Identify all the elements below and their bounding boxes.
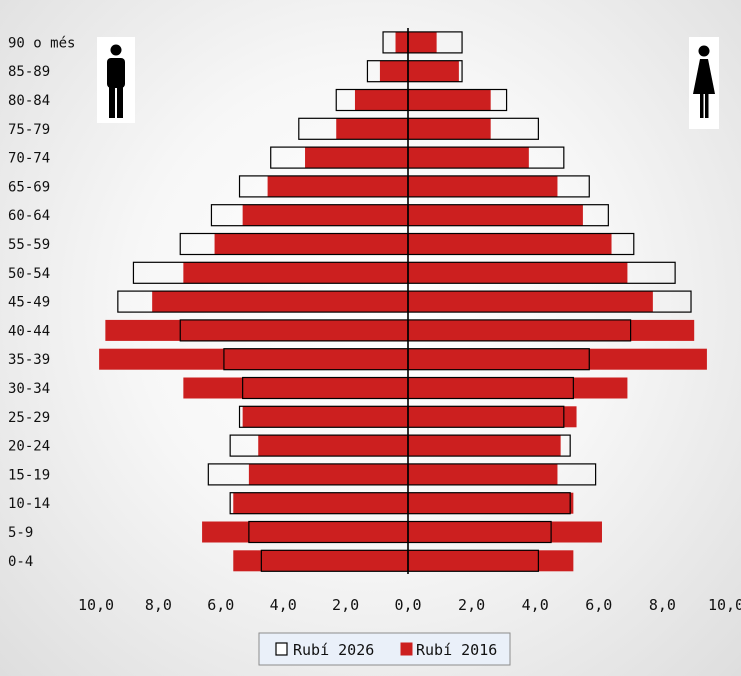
bar-2016-male-5	[267, 175, 408, 197]
category-labels: 90 o més 85-89 80-84 75-79 70-74 65-69 60-64 55…	[8, 35, 75, 569]
bar-2016-female-1	[408, 60, 459, 82]
bar-2016-female-0	[408, 31, 437, 53]
bar-2016-male-6	[242, 204, 408, 226]
male-figure-icon	[97, 37, 135, 123]
bar-2016-female-4	[408, 147, 529, 169]
bar-2016-female-17	[408, 521, 602, 543]
bar-2016-male-3	[336, 118, 408, 140]
x-tick-label-10: 10,0	[708, 596, 741, 614]
category-label-0: 90 o més	[8, 35, 75, 51]
legend: Rubí 2026 Rubí 2016	[258, 632, 511, 666]
category-label-16: 10-14	[8, 496, 50, 512]
bar-2016-male-10	[105, 319, 409, 341]
legend-label-2016: Rubí 2016	[416, 641, 497, 659]
x-tick-label-1: 8,0	[145, 596, 172, 614]
bar-2016-female-9	[408, 291, 653, 313]
x-tick-label-0: 10,0	[78, 596, 114, 614]
bar-2016-male-16	[233, 492, 408, 514]
legend-label-2026: Rubí 2026	[293, 641, 374, 659]
bar-2016-female-2	[408, 89, 491, 111]
bar-2016-female-12	[408, 377, 628, 399]
bar-2016-male-8	[183, 262, 408, 284]
category-label-14: 20-24	[8, 439, 50, 455]
legend-swatch-2016	[400, 642, 413, 656]
bar-2016-female-11	[408, 348, 707, 370]
bar-2016-male-2	[354, 89, 408, 111]
category-label-15: 15-19	[8, 467, 50, 483]
bar-2016-female-14	[408, 435, 561, 457]
bar-2016-female-15	[408, 463, 558, 485]
bar-2016-male-15	[248, 463, 408, 485]
bar-2016-male-1	[379, 60, 408, 82]
x-tick-label-7: 4,0	[522, 596, 549, 614]
bar-2016-male-7	[214, 233, 408, 255]
bar-2016-female-10	[408, 319, 695, 341]
category-label-12: 30-34	[8, 381, 50, 397]
category-label-5: 65-69	[8, 179, 50, 195]
bar-2016-female-16	[408, 492, 574, 514]
category-label-9: 45-49	[8, 295, 50, 311]
bar-2016-male-0	[395, 31, 408, 53]
female-figure-icon	[689, 37, 719, 129]
x-tick-label-3: 4,0	[270, 596, 297, 614]
x-tick-labels: 10,0 8,0 6,0 4,0 2,0 0,0 2,0 4,0 6,0 8,0 10,0	[78, 596, 741, 614]
x-tick-label-2: 6,0	[207, 596, 234, 614]
category-label-8: 50-54	[8, 266, 50, 282]
category-label-7: 55-59	[8, 237, 50, 253]
bar-2016-male-11	[99, 348, 409, 370]
x-tick-label-8: 6,0	[585, 596, 612, 614]
bar-2016-male-12	[183, 377, 408, 399]
category-label-2: 80-84	[8, 93, 50, 109]
category-label-10: 40-44	[8, 323, 50, 339]
bar-2016-male-18	[233, 550, 408, 572]
bar-2016-female-6	[408, 204, 583, 226]
legend-swatch-2026	[275, 642, 288, 656]
category-label-3: 75-79	[8, 122, 50, 138]
bar-2016-female-13	[408, 406, 577, 428]
bar-2016-male-9	[152, 291, 408, 313]
bar-2016-male-13	[242, 406, 408, 428]
bar-2016-male-14	[258, 435, 408, 457]
category-label-1: 85-89	[8, 64, 50, 80]
category-label-13: 25-29	[8, 410, 50, 426]
bar-2016-female-8	[408, 262, 628, 284]
category-label-6: 60-64	[8, 208, 50, 224]
series-2016-bars	[99, 31, 707, 572]
bar-2016-female-3	[408, 118, 491, 140]
category-label-4: 70-74	[8, 151, 50, 167]
category-label-18: 0-4	[8, 554, 33, 570]
bar-2016-female-7	[408, 233, 612, 255]
bar-2016-male-17	[202, 521, 408, 543]
x-tick-label-6: 2,0	[458, 596, 485, 614]
x-tick-label-5: 0,0	[394, 596, 421, 614]
bar-2016-female-18	[408, 550, 574, 572]
x-tick-label-9: 8,0	[649, 596, 676, 614]
x-tick-label-4: 2,0	[332, 596, 359, 614]
category-label-17: 5-9	[8, 525, 33, 541]
bar-2016-female-5	[408, 175, 558, 197]
bar-2016-male-4	[305, 147, 408, 169]
category-label-11: 35-39	[8, 352, 50, 368]
